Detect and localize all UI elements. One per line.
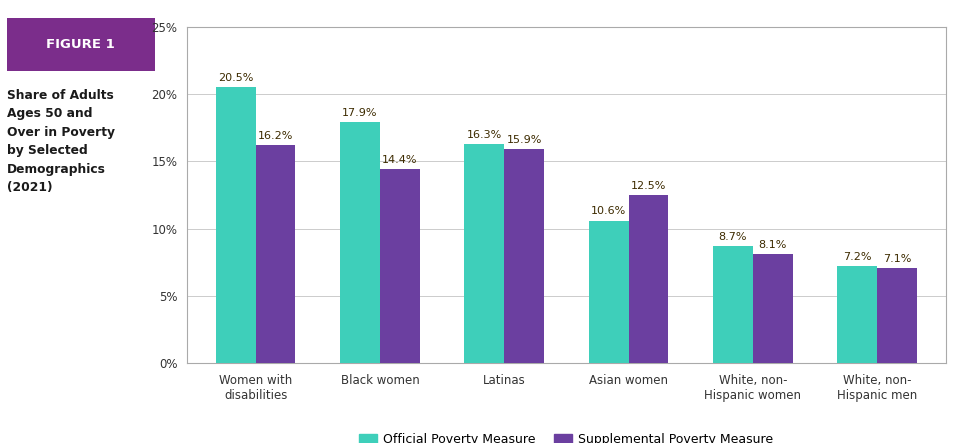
Text: 8.1%: 8.1% bbox=[758, 240, 787, 250]
Bar bbox=[216, 87, 255, 363]
Text: FIGURE 1: FIGURE 1 bbox=[46, 38, 115, 51]
Bar bbox=[753, 254, 793, 363]
Text: 17.9%: 17.9% bbox=[343, 108, 378, 118]
Text: 7.1%: 7.1% bbox=[883, 253, 911, 264]
Text: Share of Adults
Ages 50 and
Over in Poverty
by Selected
Demographics
(2021): Share of Adults Ages 50 and Over in Pove… bbox=[7, 89, 115, 194]
Text: 16.2%: 16.2% bbox=[258, 131, 293, 141]
Bar bbox=[629, 195, 668, 363]
Bar bbox=[837, 266, 877, 363]
Text: 15.9%: 15.9% bbox=[507, 135, 541, 145]
Text: 10.6%: 10.6% bbox=[591, 206, 626, 217]
Bar bbox=[255, 145, 296, 363]
Text: 14.4%: 14.4% bbox=[382, 155, 418, 165]
Text: 8.7%: 8.7% bbox=[719, 232, 747, 242]
Text: 7.2%: 7.2% bbox=[843, 252, 872, 262]
Bar bbox=[380, 169, 420, 363]
Text: 12.5%: 12.5% bbox=[631, 181, 666, 191]
Legend: Official Poverty Measure, Supplemental Poverty Measure: Official Poverty Measure, Supplemental P… bbox=[354, 428, 779, 443]
Bar bbox=[504, 149, 544, 363]
Bar bbox=[713, 246, 753, 363]
Bar bbox=[465, 144, 504, 363]
Bar bbox=[340, 122, 380, 363]
Text: 16.3%: 16.3% bbox=[467, 130, 502, 140]
FancyBboxPatch shape bbox=[7, 18, 155, 71]
Text: 20.5%: 20.5% bbox=[218, 73, 253, 83]
Bar bbox=[877, 268, 917, 363]
Bar bbox=[588, 221, 629, 363]
